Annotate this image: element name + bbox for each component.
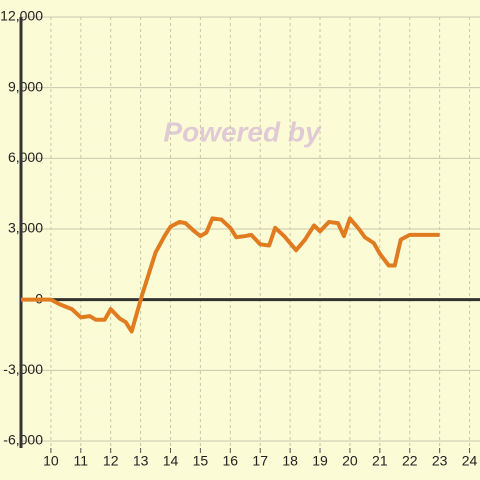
y-tick-label: 6,000 — [8, 149, 43, 165]
x-tick-label: 10 — [43, 453, 59, 469]
x-tick-label: 23 — [432, 453, 448, 469]
x-tick-label: 11 — [74, 453, 89, 469]
x-tick-label: 16 — [223, 453, 239, 469]
y-tick-label: -6,000 — [3, 432, 43, 448]
x-tick-label: 24 — [462, 453, 478, 469]
x-tick-label: 12 — [103, 453, 119, 469]
x-tick-label: 21 — [372, 453, 388, 469]
y-tick-label: -3,000 — [3, 361, 43, 377]
x-tick-label: 19 — [312, 453, 328, 469]
line — [21, 216, 440, 334]
y-tick-label: 9,000 — [8, 78, 43, 94]
watermark: Powered by — [163, 116, 322, 147]
x-tick-label: 18 — [282, 453, 298, 469]
y-tick-label: 3,000 — [8, 220, 43, 236]
x-tick-label: 22 — [402, 453, 418, 469]
x-tick-label: 14 — [163, 453, 179, 469]
x-tick-label: 15 — [193, 453, 209, 469]
y-tick-label: 12,000 — [0, 8, 43, 24]
x-tick-label: 17 — [252, 453, 268, 469]
x-tick-label: 13 — [133, 453, 149, 469]
x-tick-label: 20 — [342, 453, 358, 469]
